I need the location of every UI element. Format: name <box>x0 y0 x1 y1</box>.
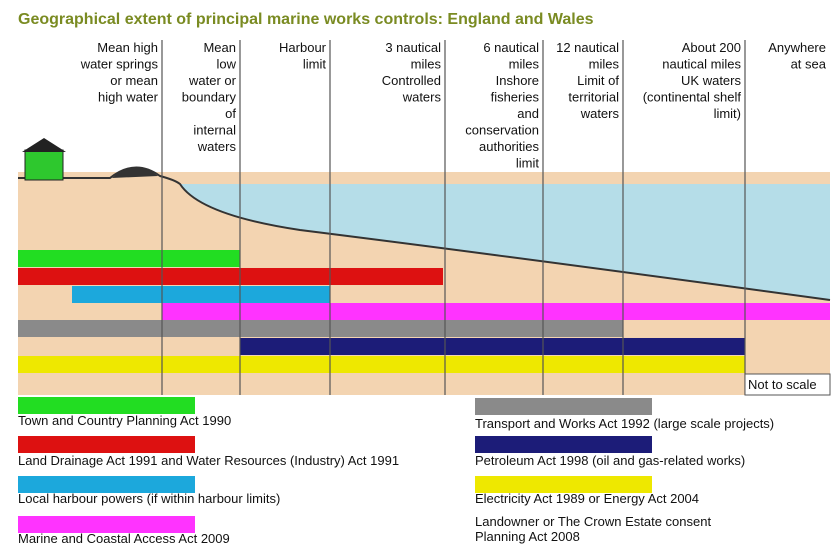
legend-label: Electricity Act 1989 or Energy Act 2004 <box>475 491 699 506</box>
control-bar <box>18 356 745 373</box>
column-label: miles <box>509 57 540 72</box>
legend-swatch <box>18 436 195 453</box>
column-label: fisheries <box>491 90 540 105</box>
legend-label: Land Drainage Act 1991 and Water Resourc… <box>18 453 399 468</box>
column-label: Anywhere <box>768 40 826 55</box>
column-label: waters <box>580 106 620 121</box>
title: Geographical extent of principal marine … <box>18 11 594 28</box>
legend-swatch <box>475 436 652 453</box>
column-label: Limit of <box>577 73 619 88</box>
column-label: Mean <box>203 40 236 55</box>
control-bar <box>240 338 745 355</box>
column-label: 6 nautical <box>483 40 539 55</box>
column-label: miles <box>411 57 442 72</box>
legend-label: Town and Country Planning Act 1990 <box>18 413 231 428</box>
control-bar <box>18 250 240 267</box>
legend-label: Petroleum Act 1998 (oil and gas-related … <box>475 453 745 468</box>
column-label: low <box>216 57 236 72</box>
legend-label: Marine and Coastal Access Act 2009 <box>18 531 230 546</box>
column-label: boundary <box>182 90 237 105</box>
note: Not to scale <box>748 377 817 392</box>
column-label: About 200 <box>682 40 741 55</box>
column-label: Inshore <box>496 73 539 88</box>
column-label: limit <box>516 156 539 171</box>
control-bar <box>18 320 623 337</box>
column-label: UK waters <box>681 73 741 88</box>
column-label: water or <box>188 73 237 88</box>
column-label: high water <box>98 90 159 105</box>
column-label: 12 nautical <box>556 40 619 55</box>
control-bar <box>18 268 443 285</box>
legend-label: Landowner or The Crown Estate consent <box>475 514 711 529</box>
column-label: Mean high <box>97 40 158 55</box>
column-label: waters <box>197 139 237 154</box>
column-label: waters <box>402 90 442 105</box>
column-label: 3 nautical <box>385 40 441 55</box>
column-label: water springs <box>80 57 159 72</box>
column-label: or mean <box>110 73 158 88</box>
column-label: at sea <box>791 57 827 72</box>
legend-label: Planning Act 2008 <box>475 529 580 544</box>
column-label: Harbour <box>279 40 327 55</box>
column-label: nautical miles <box>662 57 741 72</box>
legend-label: Transport and Works Act 1992 (large scal… <box>475 416 774 431</box>
diagram: Geographical extent of principal marine … <box>0 0 838 547</box>
column-label: of <box>225 106 236 121</box>
house <box>25 150 63 180</box>
column-label: (continental shelf <box>643 90 742 105</box>
control-bar <box>72 286 330 303</box>
column-label: territorial <box>568 90 619 105</box>
legend-swatch <box>475 398 652 415</box>
page: Geographical extent of principal marine … <box>0 0 838 547</box>
column-label: Controlled <box>382 73 441 88</box>
column-label: and <box>517 106 539 121</box>
legend-label: Local harbour powers (if within harbour … <box>18 491 280 506</box>
column-label: limit) <box>714 106 741 121</box>
control-bar <box>162 303 830 320</box>
column-label: conservation <box>465 123 539 138</box>
column-label: miles <box>589 57 620 72</box>
roof <box>22 138 66 152</box>
column-label: limit <box>303 57 326 72</box>
column-label: internal <box>193 123 236 138</box>
column-label: authorities <box>479 139 539 154</box>
legend-swatch <box>18 397 195 414</box>
